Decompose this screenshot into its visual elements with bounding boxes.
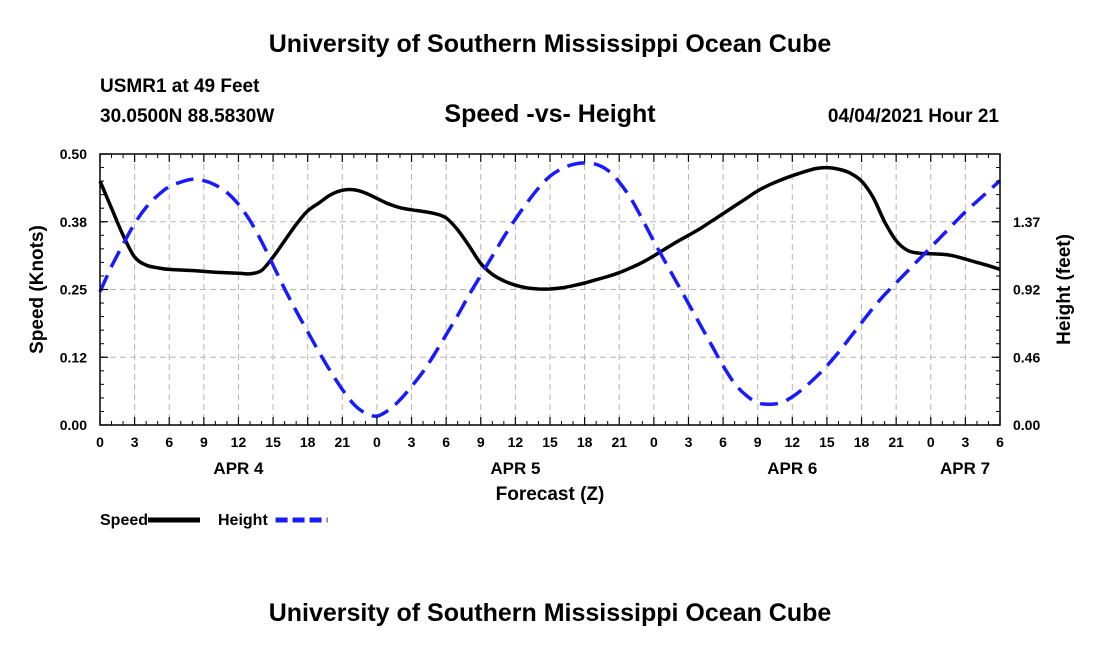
date-label: APR 6: [767, 459, 817, 478]
chart-title: Speed -vs- Height: [444, 100, 656, 128]
y2-tick-label: 1.37: [1013, 214, 1040, 230]
y-tick-label: 0.12: [60, 349, 87, 365]
x-tick-label: 12: [231, 434, 247, 450]
x-tick-label: 0: [927, 434, 935, 450]
station-label: USMR1 at 49 Feet: [100, 76, 260, 97]
x-tick-label: 3: [131, 434, 139, 450]
x-tick-label: 18: [577, 434, 593, 450]
x-tick-label: 6: [996, 434, 1004, 450]
x-axis-label: Forecast (Z): [496, 484, 605, 505]
x-tick-label: 15: [819, 434, 835, 450]
x-tick-label: 6: [165, 434, 173, 450]
height-series-line: [98, 161, 1002, 418]
x-tick-label: 21: [611, 434, 627, 450]
y2-tick-label: 0.92: [1013, 282, 1040, 298]
x-tick-label: 15: [265, 434, 281, 450]
x-tick-label: 12: [785, 434, 801, 450]
y2-axis-label: Height (feet): [1054, 234, 1075, 345]
y-tick-label: 0.50: [60, 146, 87, 162]
legend-label: Height: [218, 512, 268, 529]
footer-title: University of Southern Mississippi Ocean…: [268, 599, 832, 627]
speed-series-line: [98, 165, 1001, 291]
x-tick-label: 0: [373, 434, 381, 450]
axes: 0 3 6 9 12 15 18 21 0 3 6 9 12 15 18 21 0 3 6 9 12 15 18 21 0 3 6A…: [60, 146, 1041, 478]
x-tick-label: 0: [650, 434, 658, 450]
x-tick-label: 9: [754, 434, 762, 450]
x-tick-label: 12: [508, 434, 524, 450]
x-tick-label: 21: [335, 434, 351, 450]
date-label: APR 5: [490, 459, 540, 478]
x-tick-label: 9: [477, 434, 485, 450]
y-tick-label: 0.25: [60, 282, 87, 298]
x-tick-label: 15: [542, 434, 558, 450]
header-title: University of Southern Mississippi Ocean…: [268, 30, 832, 58]
series-layer: [98, 161, 1002, 418]
date-label: APR 4: [213, 459, 264, 478]
x-tick-label: 18: [300, 434, 316, 450]
y-tick-label: 0.38: [60, 214, 87, 230]
y-axis-label: Speed (Knots): [27, 225, 48, 354]
y2-tick-label: 0.46: [1013, 349, 1040, 365]
x-tick-label: 9: [200, 434, 208, 450]
coordinates-label: 30.0500N 88.5830W: [100, 106, 275, 127]
y-tick-label: 0.00: [60, 417, 87, 433]
date-label: APR 7: [940, 459, 990, 478]
legend: Speed Height: [100, 512, 328, 529]
grid: [100, 154, 1000, 425]
x-tick-label: 3: [961, 434, 969, 450]
x-tick-label: 21: [888, 434, 904, 450]
legend-label: Speed: [100, 512, 148, 529]
x-tick-label: 18: [854, 434, 870, 450]
forecast-datetime: 04/04/2021 Hour 21: [827, 106, 999, 127]
x-tick-label: 0: [96, 434, 104, 450]
x-tick-label: 6: [719, 434, 727, 450]
x-tick-label: 6: [442, 434, 450, 450]
x-tick-label: 3: [685, 434, 693, 450]
x-tick-label: 3: [408, 434, 416, 450]
y2-tick-label: 0.00: [1013, 417, 1040, 433]
